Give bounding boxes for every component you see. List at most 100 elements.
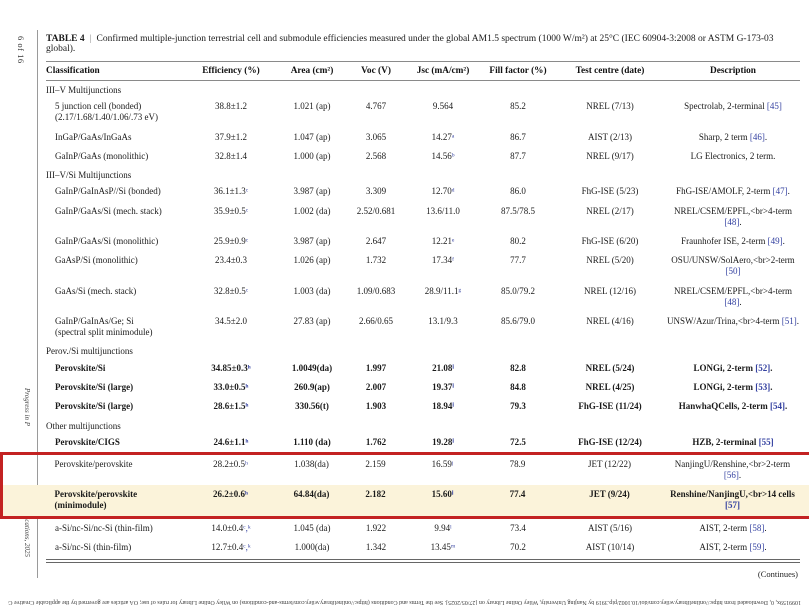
- jsc-cell: 15.60ⁱ: [431, 489, 454, 500]
- footnote-marker: ⁱ: [452, 436, 454, 447]
- fill-factor-cell: 77.4: [509, 489, 526, 500]
- fill-factor-cell: 79.3: [510, 401, 526, 412]
- test-centre-cell: FhG-ISE (11/24): [578, 401, 642, 412]
- description-cell: AIST, 2-term [58].: [699, 522, 767, 533]
- description-cell: NREL/CSEM/EPFL,<br>4-term [48].: [674, 285, 792, 307]
- test-centre-cell: NREL (9/17): [586, 150, 634, 161]
- reference-link[interactable]: [52]: [755, 362, 771, 373]
- reference-link[interactable]: [58]: [749, 522, 765, 533]
- reference-link[interactable]: [59]: [749, 542, 765, 553]
- table-row: 5 junction cell (bonded) (2.17/1.68/1.40/…: [46, 97, 800, 127]
- area-cell: 1.026 (ap): [293, 255, 331, 266]
- jsc-cell: 17.34ᶠ: [431, 255, 455, 266]
- description-cell: Fraunhofer ISE, 2-term [49].: [681, 236, 785, 247]
- table-row: GaInP/GaAs/Si (monolithic) 25.9±0.9ᶜ 3.987…: [46, 232, 800, 251]
- efficiency-cell: 34.85±0.3ʰ: [211, 362, 251, 373]
- footnote-marker: ᶜ,ᵏ: [243, 522, 251, 533]
- classification-cell: GaInP/GaAs/Si (mech. stack): [55, 205, 162, 216]
- efficiency-cell: 35.9±0.5ᶜ: [213, 205, 249, 216]
- classification-cell: GaInP/GaAs (monolithic): [55, 150, 149, 161]
- table-row: InGaP/GaAs/InGaAs 37.9±1.2 1.047 (ap) 3.065…: [46, 127, 800, 146]
- table-bottom-rule: [46, 559, 800, 563]
- footnote-marker: ᵉ: [451, 236, 455, 247]
- area-cell: 1.038(da): [294, 459, 329, 470]
- footnote-marker: ᶜ,ᵏ: [243, 542, 251, 553]
- fill-factor-cell: 87.7: [510, 150, 526, 161]
- reference-link[interactable]: [45]: [766, 101, 782, 112]
- reference-link[interactable]: [49]: [767, 236, 783, 247]
- footnote-marker: ᵐ: [450, 542, 456, 553]
- reference-link[interactable]: [56]: [723, 470, 739, 481]
- reference-link[interactable]: [51]: [781, 316, 797, 327]
- copyright-footer: 1099159x, 0, Downloaded from https://onl…: [8, 599, 801, 605]
- reference-link[interactable]: [57]: [725, 500, 740, 511]
- reference-link[interactable]: [48]: [724, 296, 740, 307]
- classification-cell: Perovskite/perovskite: [54, 459, 133, 470]
- voc-cell: 3.309: [365, 186, 387, 197]
- voc-cell: 2.159: [365, 459, 386, 470]
- table-body: III–V Multijunctions 5 junction cell (bon…: [0, 81, 809, 557]
- description-cell: Spectrolab, 2-terminal [45]: [684, 101, 782, 112]
- fill-factor-cell: 80.2: [510, 236, 526, 247]
- area-cell: 1.003 (da): [293, 285, 331, 296]
- column-header-4: Jsc (mA/cm²): [416, 66, 470, 76]
- efficiency-cell: 28.6±1.5ʰ: [213, 401, 249, 412]
- reference-link[interactable]: [46]: [749, 131, 765, 142]
- table-row: a-Si/nc-Si/nc-Si (thin-film) 14.0±0.4ᶜ,ᵏ 1…: [46, 519, 800, 538]
- reference-link[interactable]: [50]: [725, 266, 741, 277]
- fill-factor-cell: 72.5: [510, 436, 526, 447]
- description-cell: LONGi, 2-term [53].: [693, 381, 773, 392]
- efficiency-cell: 25.9±0.9ᶜ: [213, 236, 249, 247]
- efficiency-cell: 33.0±0.5ʰ: [213, 381, 249, 392]
- area-cell: 1.047 (ap): [293, 131, 331, 142]
- jsc-cell: 14.56ᵇ: [431, 150, 455, 161]
- fill-factor-cell: 77.7: [510, 255, 526, 266]
- reference-link[interactable]: [55]: [758, 436, 774, 447]
- reference-link[interactable]: [48]: [724, 216, 740, 227]
- reference-link[interactable]: [47]: [772, 186, 788, 197]
- table-row: Perovskite/Si 34.85±0.3ʰ 1.0049(da) 1.997 21…: [46, 358, 800, 377]
- table-row: Perovskite/Si (large) 33.0±0.5ʰ 260.9(ap) 2…: [46, 378, 800, 397]
- classification-cell: GaInP/GaInAs/Ge; Si (spectral split minim…: [55, 316, 153, 338]
- journal-name-fragment: Progress in P: [23, 388, 31, 426]
- test-centre-cell: FhG-ISE (5/23): [581, 186, 639, 197]
- table-row: GaAs/Si (mech. stack) 32.8±0.5ᶜ 1.003 (da)…: [46, 282, 800, 312]
- table-row: Perovskite/perovskite 28.2±0.5ʰ 1.038(da) 2…: [46, 455, 801, 485]
- voc-cell: 1.762: [365, 436, 387, 447]
- highlighted-table-row: Perovskite/perovskite (minimodule) 26.2±0.…: [3, 485, 809, 516]
- test-centre-cell: JET (9/24): [589, 489, 630, 500]
- test-centre-cell: FhG-ISE (12/24): [578, 436, 642, 447]
- margin-divider-line: [37, 30, 38, 578]
- efficiency-cell: 34.5±2.0: [215, 316, 247, 327]
- annotation-box: Perovskite/perovskite 28.2±0.5ʰ 1.038(da) 2…: [0, 451, 809, 519]
- area-cell: 3.987 (ap): [293, 186, 331, 197]
- description-cell: OSU/UNSW/SolAero,<br>2-term [50]: [671, 255, 795, 277]
- table-row: GaInP/GaAs/Si (mech. stack) 35.9±0.5ᶜ 1.00…: [46, 202, 800, 232]
- jsc-cell: 12.70ᵈ: [431, 186, 455, 197]
- fill-factor-cell: 82.8: [510, 362, 526, 373]
- reference-link[interactable]: [53]: [755, 381, 771, 392]
- classification-cell: Perovskite/perovskite (minimodule): [54, 489, 138, 511]
- footnote-marker: ʰ: [245, 459, 248, 470]
- test-centre-cell: NREL (2/17): [586, 205, 634, 216]
- classification-cell: a-Si/nc-Si/nc-Si (thin-film): [55, 522, 153, 533]
- table-row: Perovskite/Si (large) 28.6±1.5ʰ 330.56(t) 1…: [46, 397, 800, 416]
- description-cell: Renshine/NanjingU,<br>14 cells [57]: [670, 489, 795, 511]
- section-header-row: III–V/Si Multijunctions: [46, 170, 132, 181]
- test-centre-cell: NREL (12/16): [584, 285, 636, 296]
- table-row: a-Si/nc-Si (thin-film) 12.7±0.4ᶜ,ᵏ 1.000(d…: [46, 538, 800, 557]
- reference-link[interactable]: [54]: [770, 401, 785, 412]
- continues-note: (Continues): [757, 568, 798, 579]
- table-row: Perovskite/CIGS 24.6±1.1ʰ 1.110 (da) 1.762 1…: [46, 433, 800, 452]
- column-header-3: Voc (V): [361, 66, 391, 76]
- table-caption-text: Confirmed multiple-junction terrestrial …: [46, 34, 774, 54]
- footnote-marker: ˡ: [450, 522, 452, 533]
- area-cell: 1.110 (da): [293, 436, 331, 447]
- efficiency-cell: 24.6±1.1ʰ: [213, 436, 249, 447]
- area-cell: 1.045 (da): [293, 522, 331, 533]
- voc-cell: 1.732: [365, 255, 387, 266]
- jsc-cell: 19.37ⁱ: [432, 381, 454, 392]
- test-centre-cell: AIST (2/13): [587, 131, 633, 142]
- footnote-marker: ʰ: [245, 436, 249, 447]
